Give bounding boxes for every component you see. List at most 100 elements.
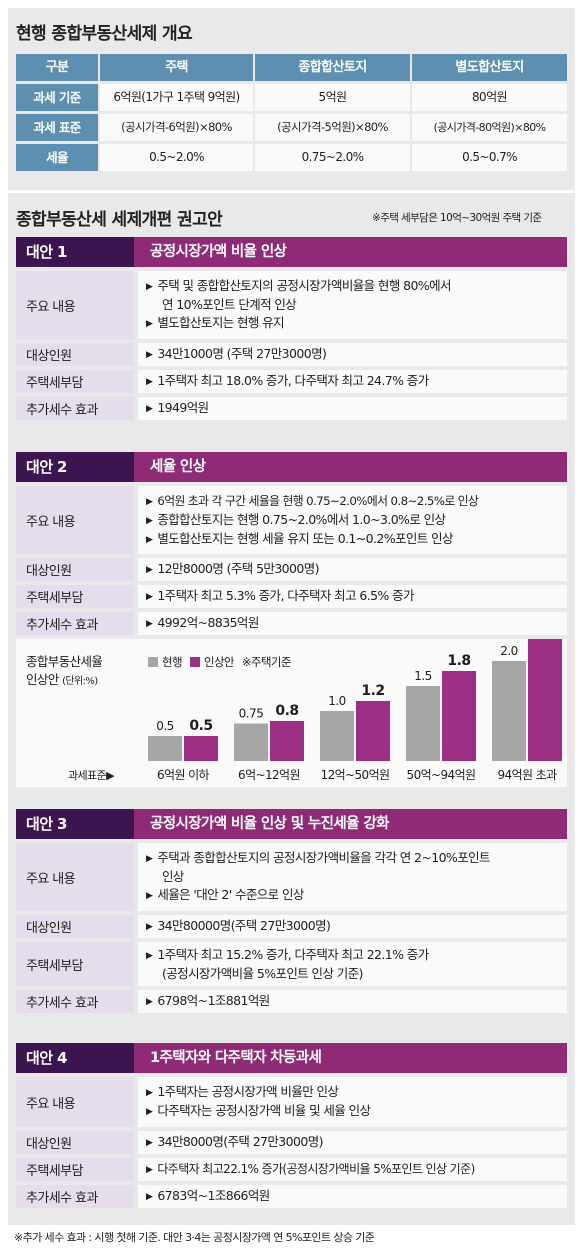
row-body: ▶ 6783억~1조866억원 (138, 1185, 567, 1208)
bar-current (148, 736, 182, 761)
legend-note: ※주택기준 (241, 655, 292, 669)
data-label-current: 2.0 (500, 644, 518, 658)
overview-cell: 0.5~0.7% (412, 144, 567, 171)
bar-chart: 0.5 0.5 6억원 이하 0.75 0.8 6억~12억원 1.0 1.2 12억~50억원… (68, 639, 562, 782)
bullet-line: ▶ 별도합산토지는 현행 유지 (146, 315, 285, 330)
reform-title: 종합부동산세 세제개편 권고안 (16, 210, 223, 230)
section-title: 세율 인상 (134, 452, 567, 482)
legend-item-proposed: 인상안 (189, 654, 235, 670)
overview-title: 현행 종합부동산세제 개요 (16, 24, 193, 44)
section-tag: 대안 1 (16, 237, 134, 267)
bullet-line: ▶ 34만80000명(주택 27만3000명) (146, 918, 331, 933)
triangle-bullet-icon: ▶ (146, 1088, 153, 1098)
bullet-line: ▶ 1주택자 최고 15.2% 증가, 다주택자 최고 22.1% 증가 (146, 946, 429, 962)
bar-proposed (184, 736, 218, 761)
row-body: ▶ 1주택자 최고 5.3% 증가, 다주택자 최고 6.5% 증가 (138, 585, 567, 608)
data-label-current: 0.75 (239, 707, 264, 721)
bullet-line: ▶ 6798억~1조881억원 (146, 993, 270, 1008)
legend-item-current: 현행 (148, 654, 183, 670)
bullet-line: ▶ 주택 및 종합합산토지의 공정시장가액비율을 현행 80%에서 (146, 278, 451, 293)
row-target-people: 대상인원 ▶ 34만80000명(주택 27만3000명) (16, 915, 567, 938)
triangle-bullet-icon: ▶ (146, 619, 153, 629)
overview-cell: 0.5~2.0% (100, 144, 253, 171)
section-tag: 대안 3 (16, 809, 134, 839)
bar-proposed (528, 639, 562, 761)
row-main-content: 주요 내용 ▶ 6억원 초과 각 구간 세율을 현행 0.75~2.0%에서 0.… (16, 486, 567, 554)
row-label: 주택세부담 (16, 370, 134, 393)
data-label-proposed: 0.5 (189, 718, 212, 734)
overview-header-row: 구분 주택 종합합산토지 별도합산토지 (16, 54, 567, 81)
row-main-content: 주요 내용 ▶ 주택 및 종합합산토지의 공정시장가액비율을 현행 80%에서 연… (16, 271, 567, 339)
bar-current (234, 723, 268, 761)
bar-current (406, 686, 440, 761)
row-additional-revenue: 추가세수 효과 ▶ 1949억원 (16, 397, 567, 420)
triangle-bullet-icon: ▶ (146, 350, 153, 360)
reform-note: ※주택 세부담은 10억~30억원 주택 기준 (372, 212, 542, 224)
row-body: ▶ 1주택자는 공정시장가액 비율만 인상 ▶ 다주택자는 공정시장가액 비율 및 … (138, 1077, 567, 1127)
row-label: 주요 내용 (16, 843, 134, 911)
triangle-bullet-icon: ▶ (146, 950, 153, 961)
section-tag: 대안 2 (16, 452, 134, 482)
row-label: 추가세수 효과 (16, 397, 134, 420)
row-housing-burden: 주택세부담 ▶ 1주택자 최고 18.0% 증가, 다주택자 최고 24.7% 증… (16, 370, 567, 393)
data-label-current: 1.0 (328, 694, 346, 708)
row-target-people: 대상인원 ▶ 34만8000명(주택 27만3000명) (16, 1131, 567, 1154)
overview-cell: (공시가격-80억원)×80% (412, 114, 567, 141)
bullet-line: ▶ 4992억~8835억원 (146, 615, 259, 630)
triangle-bullet-icon: ▶ (146, 1165, 153, 1175)
data-label-proposed: 1.8 (447, 653, 470, 669)
overview-row-label: 과세 기준 (16, 84, 98, 111)
section-title: 공정시장가액 비율 인상 및 누진세율 강화 (134, 809, 567, 839)
section-header: 대안 1 공정시장가액 비율 인상 (16, 237, 567, 267)
section-header: 대안 3 공정시장가액 비율 인상 및 누진세율 강화 (16, 809, 567, 839)
overview-row-tax-basis: 과세 기준 6억원(1가구 1주택 9억원) 5억원 80억원 (16, 84, 567, 111)
bullet-line: ▶ 34만1000명 (주택 27만3000명) (146, 346, 327, 361)
overview-header-general-land: 종합합산토지 (255, 54, 410, 81)
bullet-line: ▶ 1949억원 (146, 400, 209, 415)
data-label-proposed: 0.8 (275, 703, 298, 719)
row-body: ▶ 주택 및 종합합산토지의 공정시장가액비율을 현행 80%에서 연 10%포인… (138, 271, 567, 339)
row-body: ▶ 6798억~1조881억원 (138, 990, 567, 1013)
row-target-people: 대상인원 ▶ 12만8000명 (주택 5만3000명) (16, 558, 567, 581)
chart-title: 종합부동산세율 인상안 (단위:%) (26, 654, 103, 687)
data-label-current: 0.5 (156, 719, 174, 733)
x-tick-label: 94억원 초과 (497, 768, 557, 782)
triangle-bullet-icon: ▶ (146, 404, 153, 414)
overview-cell: 80억원 (412, 84, 567, 111)
row-body: ▶ 34만1000명 (주택 27만3000명) (138, 343, 567, 366)
row-label: 대상인원 (16, 1131, 134, 1154)
section-header: 대안 2 세율 인상 (16, 452, 567, 482)
triangle-bullet-icon: ▶ (146, 319, 153, 329)
triangle-bullet-icon: ▶ (146, 1138, 153, 1148)
row-label: 대상인원 (16, 558, 134, 581)
triangle-bullet-icon: ▶ (146, 891, 153, 901)
row-body: ▶ 다주택자 최고22.1% 증가(공정시장가액비율 5%포인트 인상 기준) (138, 1158, 567, 1181)
bullet-line: ▶ 1주택자 최고 5.3% 증가, 다주택자 최고 6.5% 증가 (146, 588, 414, 603)
bullet-line: ▶ 세율은 '대안 2' 수준으로 인상 (146, 887, 304, 902)
row-additional-revenue: 추가세수 효과 ▶ 6783억~1조866억원 (16, 1185, 567, 1208)
row-target-people: 대상인원 ▶ 34만1000명 (주택 27만3000명) (16, 343, 567, 366)
section-tag: 대안 4 (16, 1043, 134, 1073)
overview-row-label: 세율 (16, 144, 98, 171)
row-housing-burden: 주택세부담 ▶ 1주택자 최고 15.2% 증가, 다주택자 최고 22.1% 증… (16, 942, 567, 986)
bullet-line: ▶ 1주택자는 공정시장가액 비율만 인상 (146, 1084, 339, 1099)
overview-cell: 6억원(1가구 1주택 9억원) (100, 84, 253, 111)
row-body: ▶ 34만8000명(주택 27만3000명) (138, 1131, 567, 1154)
row-label: 주택세부담 (16, 942, 134, 986)
row-label: 주요 내용 (16, 271, 134, 339)
continuation-line: 연 10%포인트 단계적 인상 (162, 297, 297, 312)
continuation-line: (공정시장가액비율 5%포인트 인상 기준) (162, 965, 363, 981)
triangle-bullet-icon: ▶ (146, 515, 153, 526)
row-body: ▶ 12만8000명 (주택 5만3000명) (138, 558, 567, 581)
data-label-proposed: 1.2 (361, 683, 384, 699)
row-body: ▶ 6억원 초과 각 구간 세율을 현행 0.75~2.0%에서 0.8~2.5%… (138, 486, 567, 554)
row-main-content: 주요 내용 ▶ 주택과 종합합산토지의 공정시장가액비율을 각각 연 2~10%포… (16, 843, 567, 911)
bullet-line: ▶ 6783억~1조866억원 (146, 1188, 270, 1203)
triangle-bullet-icon: ▶ (146, 922, 153, 932)
row-body: ▶ 1949억원 (138, 397, 567, 420)
triangle-bullet-icon: ▶ (146, 496, 153, 507)
section-title: 1주택자와 다주택자 차등과세 (134, 1043, 567, 1073)
chart-legend: 현행 인상안 ※주택기준 (148, 654, 291, 670)
overview-panel: 현행 종합부동산세제 개요 구분 주택 종합합산토지 별도합산토지 과세 기준 … (8, 8, 575, 190)
bar-proposed (442, 671, 476, 761)
